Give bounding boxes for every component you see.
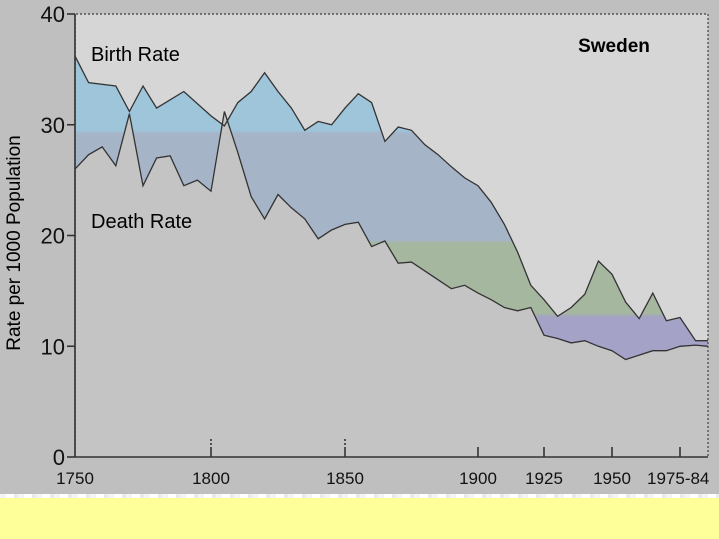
demographic-transition-chart: 0 10 20 30 40 1750 1800 1850 1900 1925 1950 1975-84… <box>4 2 710 488</box>
x-tick-label: 1850 <box>326 469 364 488</box>
footer-band <box>0 498 719 539</box>
footer-divider <box>0 494 719 500</box>
chart-title: Sweden <box>578 36 650 57</box>
x-tick-label: 1925 <box>525 469 563 488</box>
death-rate-line <box>74 111 709 361</box>
x-tick-label: 1750 <box>56 469 94 488</box>
y-tick-label: 10 <box>41 334 65 359</box>
y-tick-label: 40 <box>41 2 65 27</box>
y-tick-label: 20 <box>41 224 65 249</box>
axes: 0 10 20 30 40 1750 1800 1850 1900 1925 1950 1975-84 <box>41 2 710 488</box>
birth-rate-line <box>74 55 708 342</box>
death-rate-area <box>75 111 708 457</box>
y-axis-label: Rate per 1000 Population <box>4 135 25 351</box>
death-rate-label: Death Rate <box>91 211 192 233</box>
x-tick-label: 1900 <box>459 469 497 488</box>
x-tick-label: 1800 <box>192 469 230 488</box>
x-tick-label: 1950 <box>593 469 631 488</box>
x-tick-label: 1975-84 <box>647 469 709 488</box>
birth-rate-label: Birth Rate <box>91 44 180 66</box>
y-tick-label: 0 <box>53 445 65 470</box>
y-tick-label: 30 <box>41 113 65 138</box>
